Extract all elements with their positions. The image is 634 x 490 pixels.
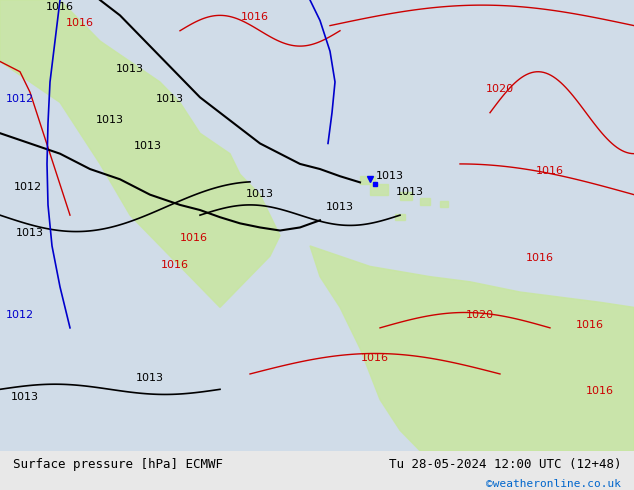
Text: Surface pressure [hPa] ECMWF: Surface pressure [hPa] ECMWF [13, 458, 223, 471]
Text: 1013: 1013 [376, 172, 404, 181]
Text: 1012: 1012 [6, 310, 34, 319]
Text: 1013: 1013 [156, 95, 184, 104]
Text: 1016: 1016 [46, 2, 74, 12]
Text: 1012: 1012 [14, 181, 42, 192]
Text: 1013: 1013 [134, 141, 162, 150]
Text: 1016: 1016 [576, 320, 604, 330]
Text: 1020: 1020 [466, 310, 494, 319]
Text: 1012: 1012 [6, 95, 34, 104]
Text: 1013: 1013 [396, 187, 424, 196]
Polygon shape [395, 214, 405, 220]
Text: 1016: 1016 [161, 260, 189, 270]
Text: 1016: 1016 [241, 12, 269, 23]
Text: 1016: 1016 [536, 166, 564, 176]
Polygon shape [400, 192, 412, 200]
Text: Tu 28-05-2024 12:00 UTC (12+48): Tu 28-05-2024 12:00 UTC (12+48) [389, 458, 621, 471]
Text: 1020: 1020 [486, 84, 514, 94]
Text: 1016: 1016 [361, 353, 389, 363]
Polygon shape [310, 246, 634, 451]
Polygon shape [370, 184, 388, 195]
Text: 1013: 1013 [16, 228, 44, 238]
Text: ©weatheronline.co.uk: ©weatheronline.co.uk [486, 479, 621, 489]
Text: 1013: 1013 [326, 202, 354, 212]
Polygon shape [0, 0, 280, 307]
Text: 1016: 1016 [180, 233, 208, 243]
Text: 1016: 1016 [526, 253, 554, 263]
Text: 1013: 1013 [116, 64, 144, 74]
Polygon shape [360, 176, 375, 184]
Text: 1016: 1016 [586, 387, 614, 396]
Bar [0, 0, 634, 451]
Text: 1013: 1013 [11, 392, 39, 402]
Text: 1016: 1016 [66, 18, 94, 27]
Text: 1013: 1013 [246, 189, 274, 199]
Text: 1013: 1013 [96, 115, 124, 125]
Polygon shape [440, 201, 448, 207]
Text: 1013: 1013 [136, 373, 164, 383]
Polygon shape [420, 198, 430, 205]
